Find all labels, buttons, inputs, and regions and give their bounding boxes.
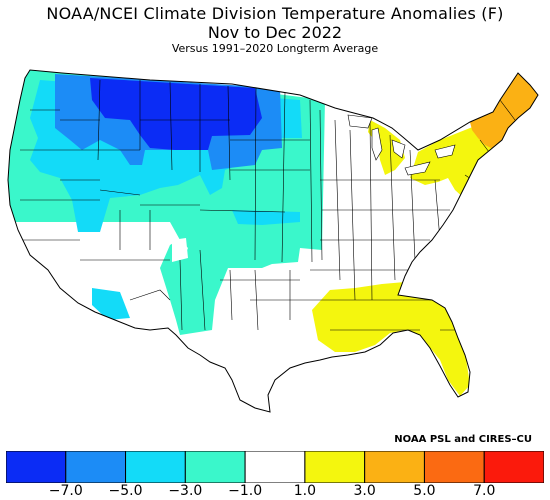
region-minus-5-to-3 (92, 288, 130, 320)
great-lakes (347, 114, 456, 176)
legend-bin (483, 451, 544, 483)
map-subtitle: Versus 1991–2020 Longterm Average (171, 42, 379, 55)
anomaly-regions (8, 70, 538, 412)
legend-tick-label: −7.0 (48, 483, 83, 499)
legend-bin (65, 451, 127, 483)
color-legend (6, 451, 544, 483)
legend-tick-label: 1.0 (293, 483, 317, 499)
legend-bin (304, 451, 366, 483)
legend-tick-label: 3.0 (353, 483, 376, 499)
legend-bin (184, 451, 246, 483)
legend-bin (244, 451, 306, 483)
legend-tick-label: −5.0 (108, 483, 143, 499)
region-near-normal (172, 238, 188, 262)
legend-tick-label: −3.0 (168, 483, 203, 499)
us-outline (7, 69, 539, 413)
legend-ticks: −7.0 −5.0 −3.0 −1.0 1.0 3.0 5.0 7.0 (0, 483, 550, 500)
map-period: Nov to Dec 2022 (207, 23, 343, 42)
legend-tick-label: 5.0 (413, 483, 436, 499)
legend-bin (125, 451, 186, 483)
region-1-to-3 (312, 282, 470, 396)
legend-bin (423, 451, 485, 483)
map-title: NOAA/NCEI Climate Division Temperature A… (46, 4, 504, 23)
region-below-minus-7 (90, 78, 262, 150)
region-3-to-5 (470, 73, 538, 150)
legend-bin (6, 451, 67, 483)
legend-tick-label: 7.0 (473, 483, 496, 499)
region-minus-5-to-3 (232, 210, 300, 225)
legend-tick-label: −1.0 (228, 483, 263, 499)
credit-text: NOAA PSL and CIRES–CU (394, 434, 532, 445)
legend-bin (364, 451, 425, 483)
us-anomaly-map (7, 69, 539, 413)
